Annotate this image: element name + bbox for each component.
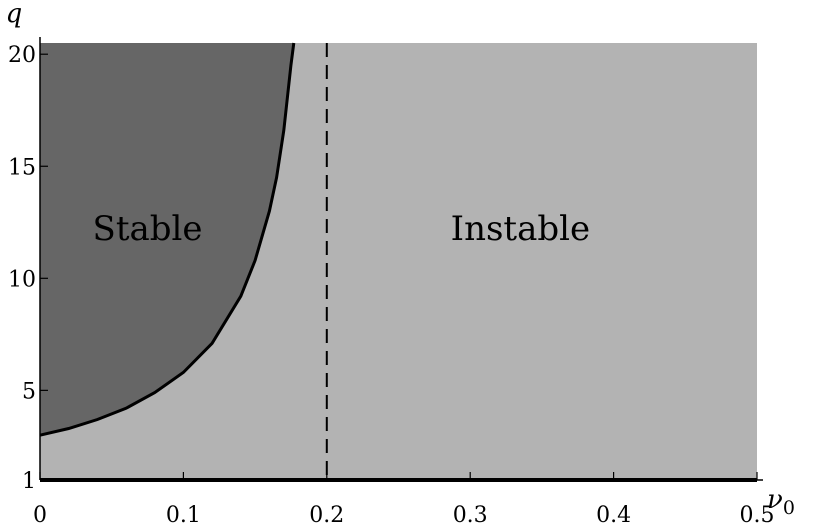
y-tick-label: 15 bbox=[8, 155, 36, 180]
y-tick-label: 1 bbox=[22, 469, 36, 494]
x-axis-ticks: 0 0.1 0.2 0.3 0.4 0.5 bbox=[33, 472, 775, 528]
x-tick-label: 0.4 bbox=[596, 503, 631, 528]
stability-boundary-curve bbox=[39, 42, 296, 437]
y-tick-label: 20 bbox=[8, 43, 36, 68]
x-tick-label: 0.3 bbox=[453, 503, 488, 528]
y-tick-label: 5 bbox=[22, 379, 36, 404]
y-axis-label: q bbox=[6, 0, 23, 29]
y-tick-label: 10 bbox=[8, 267, 36, 292]
stable-region bbox=[40, 43, 294, 436]
stable-region-label: Stable bbox=[93, 209, 203, 249]
x-tick-label: 0.2 bbox=[309, 503, 344, 528]
x-tick-label: 0.1 bbox=[166, 503, 201, 528]
x-tick-label: 0 bbox=[33, 503, 47, 528]
x-tick-label: 0.5 bbox=[740, 503, 775, 528]
instable-region-label: Instable bbox=[451, 209, 590, 249]
x-axis-label: ν0 bbox=[767, 485, 795, 519]
